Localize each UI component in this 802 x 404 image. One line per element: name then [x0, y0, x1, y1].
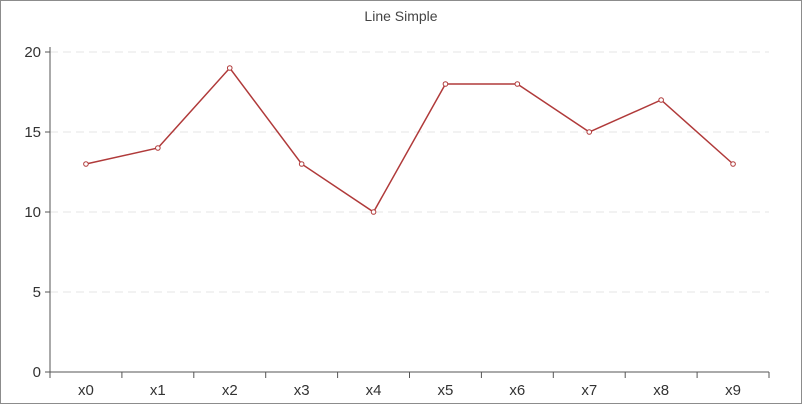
x-tick-label: x0: [78, 382, 94, 399]
x-tick-label: x3: [294, 382, 310, 399]
axis-layer: 0 5 10 15 20 x0 x1 x2 x3 x4 x5 x6 x7 x8 x9: [24, 44, 770, 399]
x-tick-label: x4: [366, 382, 382, 399]
data-point[interactable]: [298, 161, 305, 167]
y-tick-label: 0: [33, 364, 41, 381]
data-point[interactable]: [370, 209, 377, 215]
data-point[interactable]: [226, 65, 233, 71]
data-point[interactable]: [514, 81, 521, 87]
point-layer: [83, 65, 736, 215]
chart-title: Line Simple: [364, 8, 438, 24]
data-point[interactable]: [658, 97, 664, 103]
x-tick-label: x9: [725, 382, 741, 399]
x-tick-label: x6: [509, 382, 525, 399]
y-tick-label: 10: [24, 204, 41, 221]
data-point[interactable]: [155, 145, 161, 151]
y-tick-label: 5: [33, 284, 41, 301]
y-tick-label: 20: [24, 44, 41, 61]
x-tick-label: x7: [581, 382, 597, 399]
y-tick-label: 15: [24, 124, 41, 141]
x-tick-label: x5: [438, 382, 454, 399]
data-point[interactable]: [83, 161, 89, 167]
data-point[interactable]: [442, 81, 449, 87]
data-point[interactable]: [730, 161, 736, 167]
data-point[interactable]: [586, 129, 593, 135]
series-line: [85, 66, 734, 214]
x-tick-label: x2: [222, 382, 238, 399]
x-tick-label: x1: [150, 382, 166, 399]
grid-layer: [50, 51, 769, 293]
x-tick-label: x8: [653, 382, 669, 399]
line-layer: [85, 66, 734, 214]
